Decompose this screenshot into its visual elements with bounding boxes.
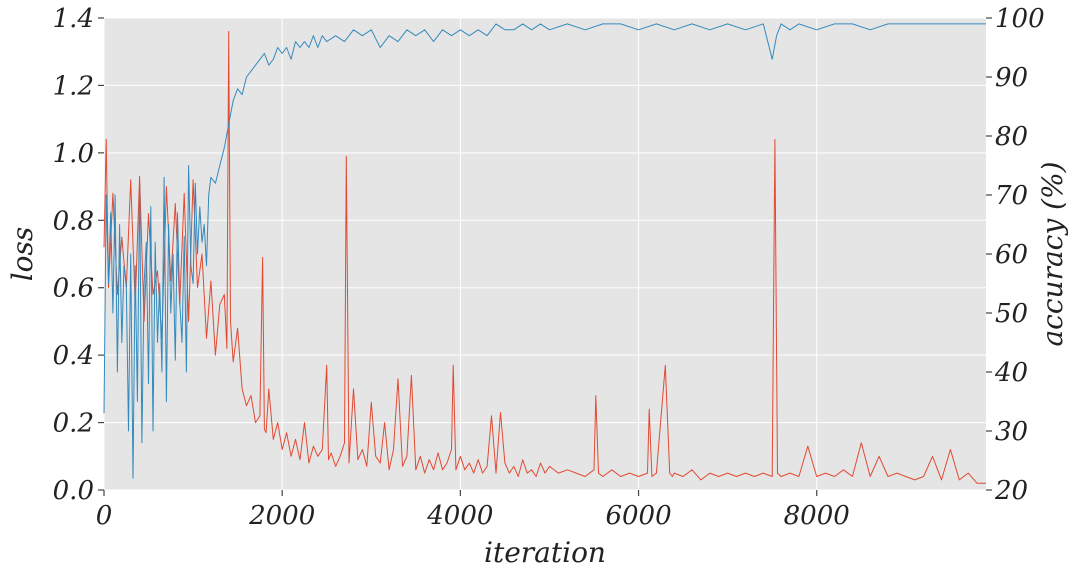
y2-tick-label: 30 <box>995 417 1028 447</box>
x-axis-label: iteration <box>484 536 606 567</box>
y-axis-label-loss: loss <box>6 227 39 282</box>
loss-series-line <box>103 31 986 484</box>
y-tick-label: 0.2 <box>53 409 94 439</box>
y-tick-label: 1.4 <box>53 4 94 34</box>
y-tick-label: 0.8 <box>53 206 94 236</box>
y2-tick-label: 80 <box>995 122 1028 152</box>
y-tick-label: 0.6 <box>53 274 94 304</box>
x-tick-label: 4000 <box>426 501 493 531</box>
x-tick-label: 8000 <box>784 501 850 531</box>
y2-tick-label: 100 <box>995 4 1045 34</box>
series-layer <box>103 23 986 484</box>
y2-tick-label: 20 <box>994 476 1028 506</box>
y-tick-label: 1.2 <box>53 71 94 101</box>
y2-tick-label: 90 <box>995 63 1028 93</box>
axes: 0.0 0.2 0.4 0.6 0.8 1.0 1.2 1.4 20 30 40 50 60 70 80 90… <box>53 4 1045 531</box>
x-tick-label: 0 <box>96 501 113 531</box>
y-tick-label: 0.4 <box>53 341 94 371</box>
x-tick-label: 2000 <box>248 501 315 531</box>
plot-background <box>104 18 986 490</box>
grid-lines <box>103 17 986 491</box>
y2-tick-label: 40 <box>994 358 1028 388</box>
accuracy-series-line <box>103 23 986 479</box>
y2-tick-label: 50 <box>995 299 1028 329</box>
y-tick-label: 1.0 <box>53 139 94 169</box>
y2-tick-label: 70 <box>995 181 1028 211</box>
x-tick-label: 6000 <box>605 501 671 531</box>
y-axis-label-accuracy: accuracy (%) <box>1036 161 1069 346</box>
y2-tick-label: 60 <box>995 240 1028 270</box>
y-tick-label: 0.0 <box>53 476 94 506</box>
